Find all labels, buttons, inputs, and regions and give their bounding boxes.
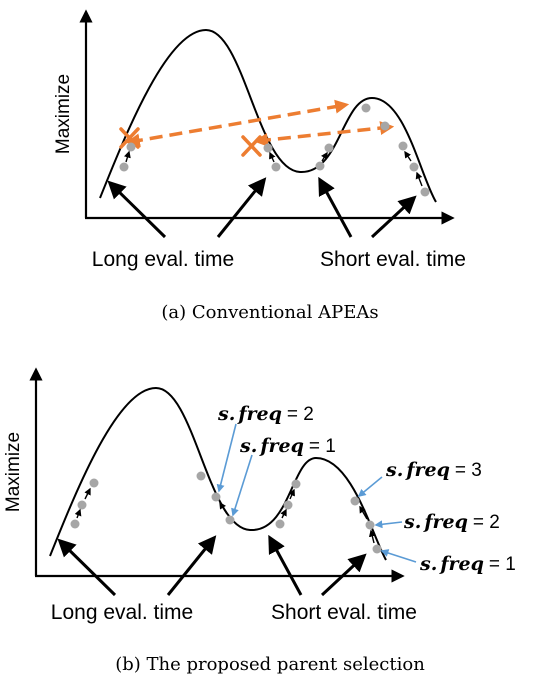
panel-a-pointer-arrows	[107, 176, 417, 239]
solution-point	[398, 141, 408, 151]
solution-point	[70, 519, 80, 529]
freq-label: s. freq = 2	[217, 403, 314, 425]
panel-a-short-eval-label: Short eval. time	[320, 248, 466, 271]
solution-point	[77, 500, 87, 510]
solution-point	[271, 162, 281, 172]
panel-a: Maximize	[53, 9, 466, 323]
solution-point	[263, 143, 273, 153]
panel-b-y-label: Maximize	[3, 432, 24, 512]
panel-a-local-arrows	[124, 150, 423, 187]
panel-a-landscape-curve	[99, 28, 437, 203]
freq-label: s. freq = 1	[239, 435, 336, 457]
panel-a-long-eval-label: Long eval. time	[92, 248, 234, 271]
solution-point	[409, 162, 419, 172]
solution-point	[225, 515, 235, 525]
solution-point	[196, 471, 206, 481]
solution-point	[372, 544, 382, 554]
freq-label: s. freq = 2	[403, 511, 500, 533]
panel-a-migration-arrow-2	[253, 121, 395, 147]
panel-b-caption: (b) The proposed parent selection	[115, 654, 425, 675]
panel-a-migration-arrow-1	[125, 99, 350, 148]
solution-point	[275, 519, 285, 529]
solution-point	[361, 103, 371, 113]
solution-point	[291, 479, 301, 489]
freq-label: s. freq = 1	[419, 553, 516, 575]
solution-point	[324, 143, 334, 153]
panel-b-pointer-arrows	[57, 534, 367, 597]
panel-b: Maximize	[3, 367, 516, 675]
panel-b-local-arrows	[74, 487, 376, 544]
panel-a-caption: (a) Conventional APEAs	[161, 302, 378, 323]
panel-b-landscape-curve	[49, 386, 387, 561]
solution-point	[119, 162, 129, 172]
solution-point	[380, 121, 390, 131]
solution-point	[315, 161, 325, 171]
solution-point	[89, 478, 99, 488]
panel-b-annotation-lines	[216, 423, 417, 563]
panel-a-points	[119, 103, 430, 197]
panel-b-points	[70, 471, 382, 554]
solution-point	[283, 500, 293, 510]
freq-label: s. freq = 3	[385, 459, 482, 481]
panel-a-cross-mark-1	[119, 127, 140, 149]
solution-point	[365, 520, 375, 530]
solution-point	[126, 142, 136, 152]
panel-a-y-label: Maximize	[53, 74, 74, 154]
panel-b-long-eval-label: Long eval. time	[51, 601, 193, 624]
solution-point	[420, 187, 430, 197]
solution-point	[211, 492, 221, 502]
panel-b-short-eval-label: Short eval. time	[271, 601, 417, 624]
panel-a-cross-mark-2	[241, 135, 262, 157]
solution-point	[350, 496, 360, 506]
